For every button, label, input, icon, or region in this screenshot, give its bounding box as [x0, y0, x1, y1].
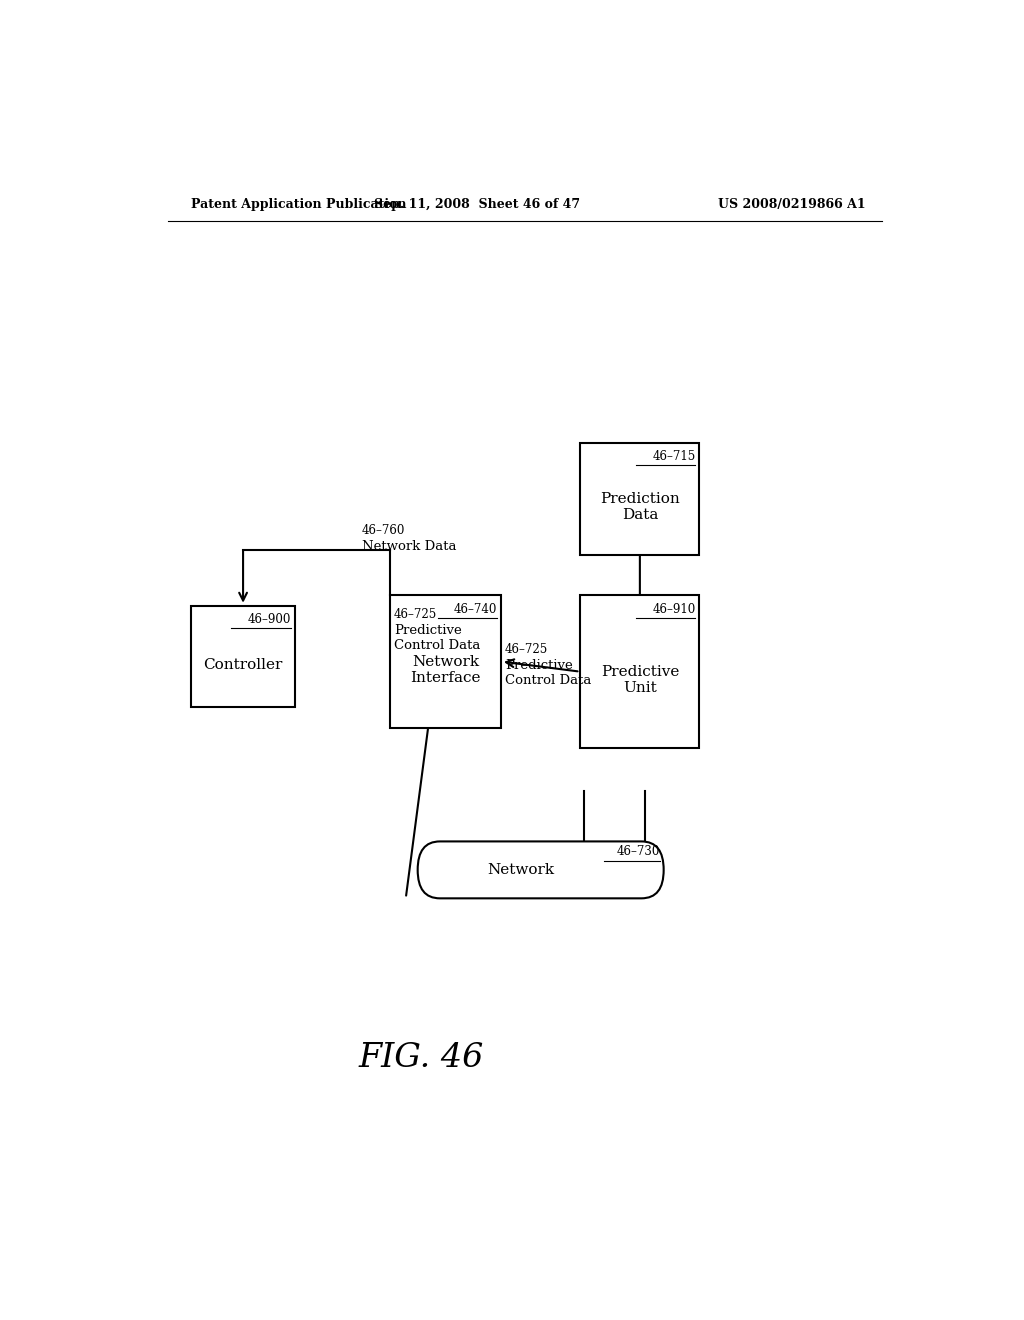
- Bar: [581, 444, 699, 554]
- Text: Predictive
Unit: Predictive Unit: [601, 665, 679, 694]
- Text: Network Data: Network Data: [362, 540, 457, 553]
- Text: Network: Network: [487, 863, 554, 876]
- Text: 46–725: 46–725: [505, 643, 548, 656]
- Text: 46–730: 46–730: [616, 846, 659, 858]
- Text: 46–715: 46–715: [652, 450, 695, 463]
- Text: Sep. 11, 2008  Sheet 46 of 47: Sep. 11, 2008 Sheet 46 of 47: [374, 198, 581, 211]
- Bar: [191, 606, 295, 708]
- Text: 46–910: 46–910: [652, 602, 695, 615]
- Text: Predictive
Control Data: Predictive Control Data: [394, 624, 480, 652]
- Text: 46–740: 46–740: [454, 602, 497, 615]
- Text: Patent Application Publication: Patent Application Publication: [191, 198, 407, 211]
- Text: Controller: Controller: [204, 657, 283, 672]
- Bar: [581, 595, 699, 748]
- Text: Predictive
Control Data: Predictive Control Data: [505, 660, 591, 688]
- FancyBboxPatch shape: [418, 841, 664, 899]
- Text: Prediction
Data: Prediction Data: [600, 492, 680, 523]
- Text: Network
Interface: Network Interface: [411, 655, 480, 685]
- Text: US 2008/0219866 A1: US 2008/0219866 A1: [719, 198, 866, 211]
- Text: 46–900: 46–900: [248, 612, 291, 626]
- Text: 46–760: 46–760: [362, 524, 406, 536]
- Text: 46–725: 46–725: [394, 609, 437, 620]
- Text: FIG. 46: FIG. 46: [359, 1041, 484, 1074]
- Bar: [390, 595, 501, 727]
